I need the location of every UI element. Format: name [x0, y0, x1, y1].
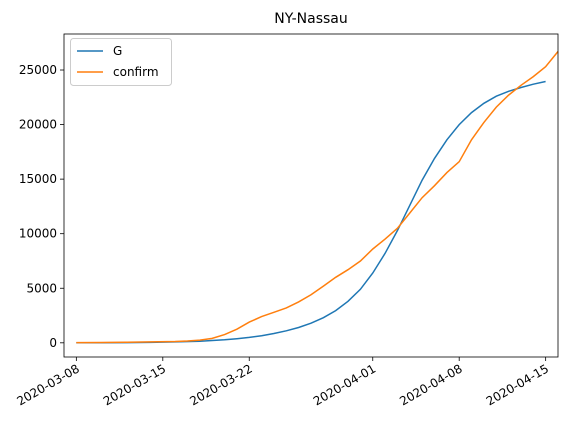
x-tick-label: 2020-04-15 — [484, 361, 551, 408]
y-tick-label: 25000 — [19, 63, 57, 77]
y-tick-label: 15000 — [19, 172, 57, 186]
y-tick-label: 5000 — [26, 281, 57, 295]
y-tick-label: 0 — [49, 336, 57, 350]
plot-frame — [63, 33, 559, 358]
y-axis: 0 5000 10000 15000 20000 25000 — [19, 63, 64, 350]
series-line-confirm — [76, 51, 559, 344]
y-tick-label: 10000 — [19, 227, 57, 241]
x-tick-label: 2020-04-08 — [397, 361, 464, 408]
x-tick-label: 2020-03-15 — [101, 361, 168, 408]
x-axis: 2020-03-08 2020-03-15 2020-03-22 2020-04-01… — [14, 357, 551, 408]
plot-area — [63, 33, 559, 358]
x-tick-label: 2020-03-22 — [187, 361, 254, 408]
series-line-g — [76, 80, 546, 344]
legend-label-confirm: confirm — [113, 65, 159, 79]
chart-title: NY-Nassau — [274, 11, 348, 27]
legend-label-g: G — [113, 44, 122, 58]
x-tick-label: 2020-03-08 — [14, 361, 81, 408]
x-tick-label: 2020-04-01 — [311, 361, 378, 408]
y-tick-label: 20000 — [19, 118, 57, 132]
